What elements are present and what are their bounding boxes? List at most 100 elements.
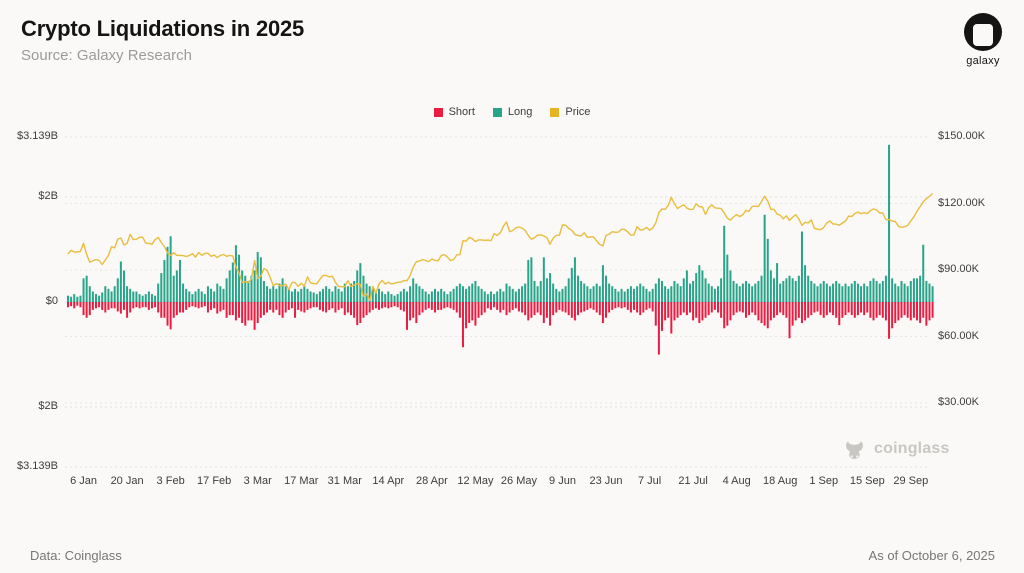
short-liquidation-bar (701, 302, 704, 321)
short-liquidation-bar (421, 302, 424, 313)
right-axis-tick-label: $90.00K (938, 263, 979, 275)
long-liquidation-bar (390, 294, 393, 302)
short-liquidation-bar (567, 302, 570, 316)
long-liquidation-bar (203, 294, 206, 302)
short-liquidation-bar (676, 302, 679, 318)
short-liquidation-bar (144, 302, 147, 308)
short-liquidation-bar (350, 302, 353, 316)
short-liquidation-bar (595, 302, 598, 313)
short-liquidation-bar (113, 302, 116, 309)
long-liquidation-bar (620, 288, 623, 302)
long-liquidation-bar (552, 283, 555, 302)
short-liquidation-bar (178, 302, 181, 313)
short-liquidation-bar (116, 302, 119, 312)
long-liquidation-bar (147, 291, 150, 302)
short-liquidation-bar (228, 302, 231, 316)
long-liquidation-bar (741, 283, 744, 302)
long-liquidation-bar (723, 225, 726, 302)
short-liquidation-bar (210, 302, 213, 310)
x-axis-tick-label: 1 Sep (809, 475, 839, 487)
long-liquidation-bar (427, 294, 430, 302)
left-axis-tick-label: $2B (38, 400, 58, 413)
long-liquidation-bar (897, 286, 900, 302)
long-liquidation-bar (287, 288, 290, 302)
long-liquidation-bar (626, 288, 629, 302)
short-liquidation-bar (399, 302, 402, 310)
short-liquidation-bar (381, 302, 384, 309)
short-liquidation-bar (682, 302, 685, 313)
left-axis-tick-label: $3.139B (17, 130, 58, 142)
long-liquidation-bar (119, 261, 122, 302)
long-liquidation-bar (284, 286, 287, 302)
short-liquidation-bar (847, 302, 850, 313)
long-liquidation-bar (570, 267, 573, 302)
short-liquidation-bar (194, 302, 197, 308)
short-liquidation-bar (549, 302, 552, 326)
short-liquidation-bar (315, 302, 318, 308)
long-liquidation-bar (673, 280, 676, 302)
long-liquidation-bar (797, 275, 800, 302)
x-axis-tick-label: 14 Apr (372, 475, 405, 487)
short-liquidation-bar (891, 302, 894, 329)
short-liquidation-bar (527, 302, 530, 321)
short-liquidation-bar (374, 302, 377, 309)
long-liquidation-bar (623, 291, 626, 302)
long-liquidation-bar (122, 270, 125, 302)
long-liquidation-bar (493, 294, 496, 302)
long-liquidation-bar (729, 270, 732, 302)
long-liquidation-bar (900, 280, 903, 302)
short-liquidation-bar (455, 302, 458, 313)
short-liquidation-bar (471, 302, 474, 321)
short-liquidation-bar (564, 302, 567, 313)
long-liquidation-bar (605, 275, 608, 302)
short-liquidation-bar (651, 302, 654, 312)
long-liquidation-bar (206, 286, 209, 302)
long-liquidation-bar (661, 280, 664, 302)
long-liquidation-bar (530, 257, 533, 302)
short-liquidation-bar (477, 302, 480, 318)
long-liquidation-bar (586, 286, 589, 302)
long-liquidation-bar (751, 286, 754, 302)
short-liquidation-bar (122, 302, 125, 310)
short-liquidation-bar (340, 302, 343, 309)
long-liquidation-bar (810, 280, 813, 302)
coinglass-watermark: coinglass (842, 436, 950, 461)
short-liquidation-bar (104, 302, 107, 313)
long-liquidation-bar (670, 286, 673, 302)
long-liquidation-bar (300, 288, 303, 302)
long-liquidation-bar (222, 288, 225, 302)
short-liquidation-bar (157, 302, 160, 313)
long-liquidation-bar (82, 278, 85, 302)
long-liquidation-bar (748, 283, 751, 302)
left-axis-tick-label: $2B (38, 189, 58, 202)
long-liquidation-bar (446, 294, 449, 302)
long-liquidation-bar (648, 291, 651, 302)
long-liquidation-bar (70, 296, 73, 302)
long-liquidation-bar (306, 288, 309, 302)
short-liquidation-bar (256, 302, 259, 324)
short-liquidation-bar (284, 302, 287, 313)
short-liquidation-bar (119, 302, 122, 314)
short-liquidation-bar (906, 302, 909, 318)
short-liquidation-bar (231, 302, 234, 316)
short-liquidation-bar (741, 302, 744, 313)
short-liquidation-bar (496, 302, 499, 310)
short-liquidation-bar (191, 302, 194, 307)
long-liquidation-bar (346, 286, 349, 302)
long-liquidation-bar (785, 278, 788, 302)
short-liquidation-bar (928, 302, 931, 321)
long-liquidation-bar (549, 273, 552, 302)
short-liquidation-bar (147, 302, 150, 310)
long-liquidation-bar (763, 214, 766, 302)
long-liquidation-bar (782, 280, 785, 302)
short-liquidation-bar (303, 302, 306, 313)
short-liquidation-bar (511, 302, 514, 310)
short-liquidation-bar (592, 302, 595, 310)
long-liquidation-bar (76, 296, 79, 302)
short-liquidation-bar (290, 302, 293, 309)
short-liquidation-bar (452, 302, 455, 310)
legend-label: Price (565, 106, 591, 118)
long-liquidation-bar (157, 283, 160, 302)
long-liquidation-bar (458, 283, 461, 302)
short-liquidation-bar (132, 302, 135, 309)
